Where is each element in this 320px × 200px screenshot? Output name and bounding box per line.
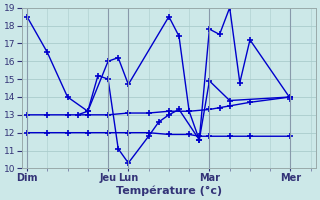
X-axis label: Température (°c): Température (°c)	[116, 185, 222, 196]
